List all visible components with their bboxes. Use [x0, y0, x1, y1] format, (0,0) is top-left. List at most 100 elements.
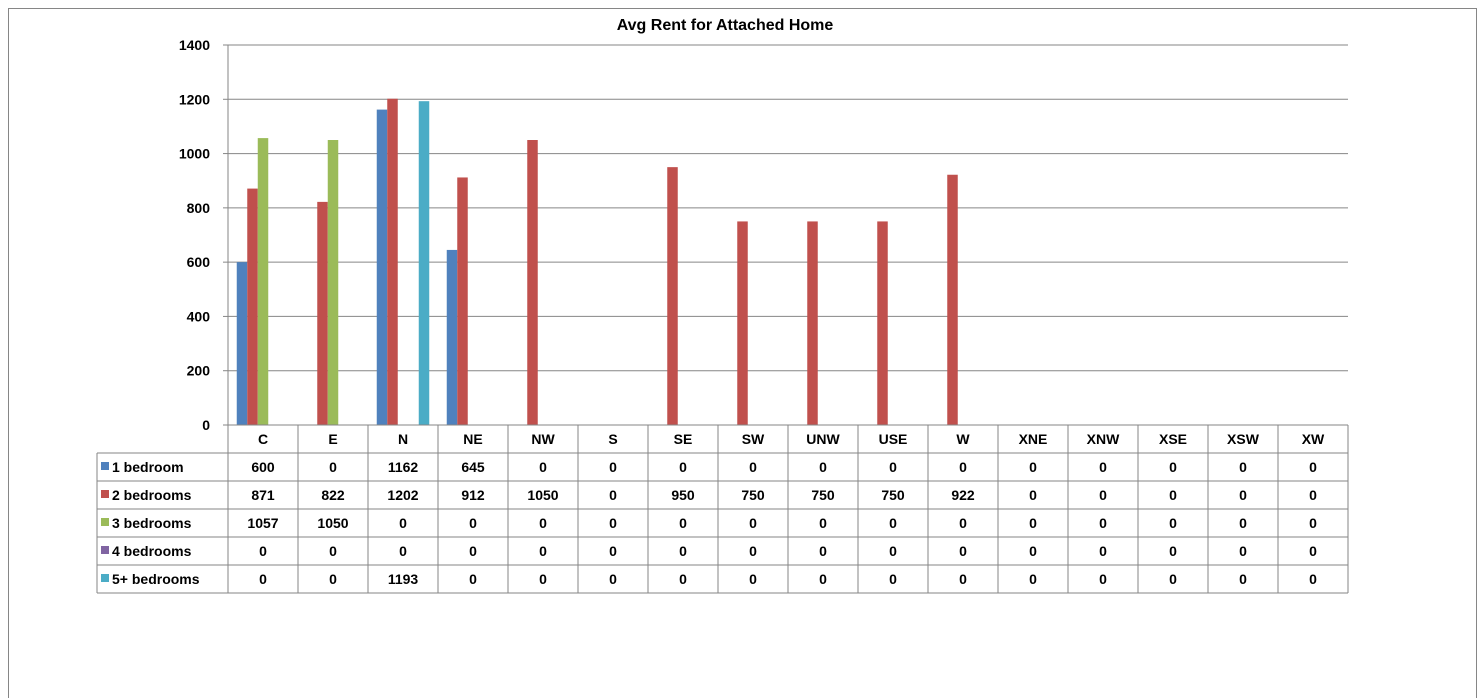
y-tick-label: 800	[187, 200, 211, 216]
legend-key	[101, 462, 109, 470]
y-axis: 0 200 400 600 800 1000 1200 1400	[179, 37, 229, 433]
data-label: 912	[461, 487, 485, 503]
data-label: 0	[399, 543, 407, 559]
bar	[376, 109, 388, 425]
data-label: 0	[609, 543, 617, 559]
data-label: 0	[469, 571, 477, 587]
data-label: 0	[1099, 487, 1107, 503]
data-label: 0	[469, 543, 477, 559]
data-label: 0	[819, 459, 827, 475]
data-label: 0	[1169, 571, 1177, 587]
data-label: 0	[1309, 459, 1317, 475]
data-label: 600	[251, 459, 275, 475]
bar	[527, 140, 538, 425]
data-label: 0	[1099, 571, 1107, 587]
bar	[446, 249, 458, 425]
data-label: 750	[881, 487, 905, 503]
legend-key	[101, 490, 109, 498]
data-label: 0	[399, 515, 407, 531]
data-label: 0	[1239, 571, 1247, 587]
y-tick-label: 1000	[179, 146, 210, 162]
data-label: 0	[329, 459, 337, 475]
x-category-label: NW	[531, 431, 555, 447]
x-category-label: C	[258, 431, 268, 447]
data-label: 0	[1169, 543, 1177, 559]
data-label: 0	[819, 543, 827, 559]
data-label: 1193	[388, 571, 419, 587]
bar	[737, 221, 748, 425]
bar	[247, 188, 258, 425]
bars	[236, 98, 958, 425]
data-label: 0	[749, 543, 757, 559]
data-label: 0	[609, 459, 617, 475]
data-label: 0	[889, 543, 897, 559]
data-label: 0	[679, 515, 687, 531]
bar	[877, 221, 888, 425]
data-label: 0	[539, 571, 547, 587]
data-label: 0	[889, 571, 897, 587]
data-label: 1057	[247, 515, 278, 531]
data-label: 0	[959, 543, 967, 559]
data-label: 0	[609, 571, 617, 587]
data-label: 0	[819, 571, 827, 587]
data-label: 0	[1099, 459, 1107, 475]
legend-key	[101, 518, 109, 526]
data-label: 0	[539, 543, 547, 559]
data-label: 0	[259, 543, 267, 559]
y-tick-label: 600	[187, 254, 211, 270]
y-tick-label: 1400	[179, 37, 210, 53]
data-label: 0	[1029, 459, 1037, 475]
x-category-label: XNE	[1019, 431, 1048, 447]
data-label: 0	[329, 571, 337, 587]
x-category-label: XSE	[1159, 431, 1187, 447]
x-category-label: XW	[1302, 431, 1325, 447]
bar	[236, 262, 248, 425]
data-label: 0	[749, 515, 757, 531]
data-label: 0	[1029, 487, 1037, 503]
y-tick-label: 1200	[179, 91, 210, 107]
data-label: 0	[539, 515, 547, 531]
data-label: 0	[679, 543, 687, 559]
x-category-label: UNW	[806, 431, 840, 447]
data-label: 0	[1309, 571, 1317, 587]
data-label: 0	[889, 459, 897, 475]
data-label: 0	[1169, 459, 1177, 475]
bar	[418, 101, 430, 425]
legend-label: 1 bedroom	[112, 459, 184, 475]
data-label: 0	[819, 515, 827, 531]
data-label: 0	[1239, 459, 1247, 475]
data-label: 0	[1169, 515, 1177, 531]
data-label: 822	[321, 487, 345, 503]
legend-key	[101, 546, 109, 554]
legend-label: 5+ bedrooms	[112, 571, 200, 587]
x-category-label: USE	[879, 431, 908, 447]
data-label: 1050	[317, 515, 348, 531]
x-category-label: SW	[742, 431, 765, 447]
data-label: 871	[251, 487, 275, 503]
legend-label: 2 bedrooms	[112, 487, 192, 503]
bar	[387, 98, 398, 425]
x-category-label: XNW	[1087, 431, 1120, 447]
data-label: 0	[679, 459, 687, 475]
bar	[257, 138, 269, 425]
data-label: 0	[1309, 543, 1317, 559]
data-label: 0	[749, 571, 757, 587]
data-label: 0	[609, 487, 617, 503]
data-label: 0	[1099, 543, 1107, 559]
data-label: 0	[1239, 543, 1247, 559]
y-tick-label: 400	[187, 308, 211, 324]
data-label: 0	[749, 459, 757, 475]
bar	[317, 201, 328, 425]
bar	[807, 221, 818, 425]
bar	[457, 177, 468, 425]
data-label: 0	[469, 515, 477, 531]
x-category-label: S	[608, 431, 617, 447]
x-category-label: E	[328, 431, 337, 447]
data-label: 0	[539, 459, 547, 475]
bar	[947, 174, 958, 425]
data-label: 0	[1029, 515, 1037, 531]
data-label: 0	[1029, 543, 1037, 559]
data-label: 0	[959, 571, 967, 587]
bar	[327, 140, 339, 425]
